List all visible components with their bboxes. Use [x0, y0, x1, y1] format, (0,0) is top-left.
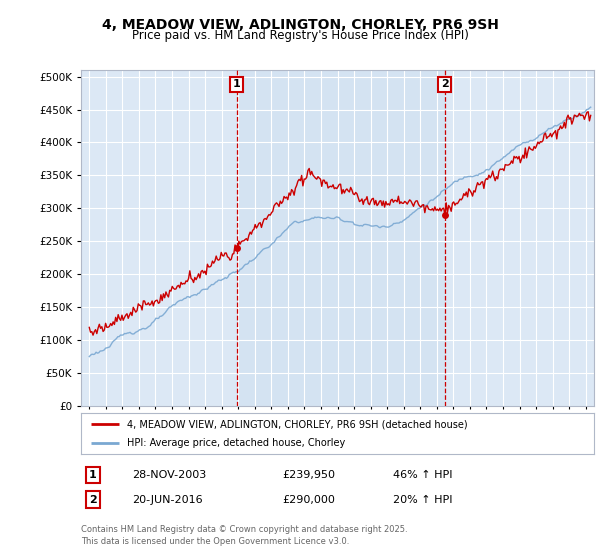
Text: 20% ↑ HPI: 20% ↑ HPI [393, 494, 452, 505]
Text: 2: 2 [89, 494, 97, 505]
Text: 28-NOV-2003: 28-NOV-2003 [132, 470, 206, 480]
Text: 20-JUN-2016: 20-JUN-2016 [132, 494, 203, 505]
Text: 1: 1 [233, 80, 241, 90]
Text: Contains HM Land Registry data © Crown copyright and database right 2025.
This d: Contains HM Land Registry data © Crown c… [81, 525, 407, 546]
Text: Price paid vs. HM Land Registry's House Price Index (HPI): Price paid vs. HM Land Registry's House … [131, 29, 469, 42]
Text: 2: 2 [440, 80, 448, 90]
Bar [237, 70, 445, 406]
Text: 1: 1 [89, 470, 97, 480]
Text: 4, MEADOW VIEW, ADLINGTON, CHORLEY, PR6 9SH (detached house): 4, MEADOW VIEW, ADLINGTON, CHORLEY, PR6 … [127, 419, 468, 429]
Text: 4, MEADOW VIEW, ADLINGTON, CHORLEY, PR6 9SH: 4, MEADOW VIEW, ADLINGTON, CHORLEY, PR6 … [101, 18, 499, 32]
Text: HPI: Average price, detached house, Chorley: HPI: Average price, detached house, Chor… [127, 438, 346, 447]
Text: £239,950: £239,950 [282, 470, 335, 480]
Text: £290,000: £290,000 [282, 494, 335, 505]
Text: 46% ↑ HPI: 46% ↑ HPI [393, 470, 452, 480]
